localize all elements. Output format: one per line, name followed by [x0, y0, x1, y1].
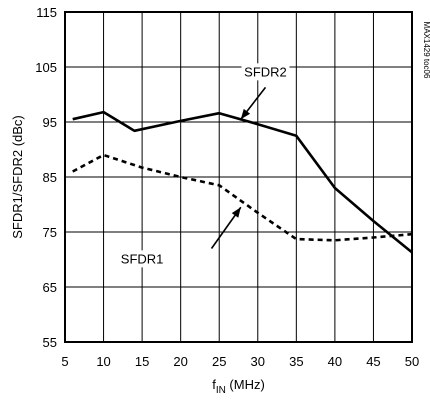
y-axis-label: SFDR1/SFDR2 (dBc)	[10, 115, 25, 239]
figure-id-label: MAX1429 toc06	[422, 22, 430, 79]
annotation-arrowhead-sfdr2	[240, 108, 251, 120]
annotation-label-sfdr2: SFDR2	[244, 64, 287, 79]
plot-frame	[64, 11, 413, 343]
y-tick-label: 105	[35, 60, 57, 75]
annotation-arrowhead-sfdr1	[231, 207, 241, 218]
y-tick-labels: 55 65 75 85 95 105 115	[35, 5, 57, 350]
x-tick-label: 25	[212, 354, 226, 369]
annotations: SFDR2 SFDR1	[118, 63, 290, 268]
x-tick-label: 15	[135, 354, 149, 369]
annotation-label-sfdr1: SFDR1	[121, 251, 164, 266]
y-tick-label: 65	[43, 280, 57, 295]
annotation-label-bg-sfdr1	[118, 250, 167, 268]
y-tick-label: 85	[43, 170, 57, 185]
y-tick-label: 115	[36, 5, 57, 20]
series-line-sfdr2	[72, 110, 413, 254]
x-tick-label: 35	[289, 354, 303, 369]
y-tick-label: 55	[43, 335, 57, 350]
y-tick-label: 95	[43, 115, 57, 130]
y-tick-label: 75	[43, 225, 57, 240]
series-lines	[72, 110, 413, 254]
x-tick-label: 30	[251, 354, 265, 369]
x-axis-label: fIN (MHz)	[212, 377, 265, 396]
x-tick-label: 10	[96, 354, 110, 369]
grid	[64, 11, 413, 343]
x-tick-label: 40	[328, 354, 342, 369]
annotation-label-bg-sfdr2	[241, 63, 290, 81]
x-tick-labels: 5 10 15 20 25 30 35 40 45 50	[61, 354, 419, 369]
x-tick-label: 20	[173, 354, 187, 369]
series-line-sfdr1	[72, 153, 413, 242]
x-tick-label: 50	[405, 354, 419, 369]
x-tick-label: 45	[366, 354, 380, 369]
x-tick-label: 5	[61, 354, 68, 369]
